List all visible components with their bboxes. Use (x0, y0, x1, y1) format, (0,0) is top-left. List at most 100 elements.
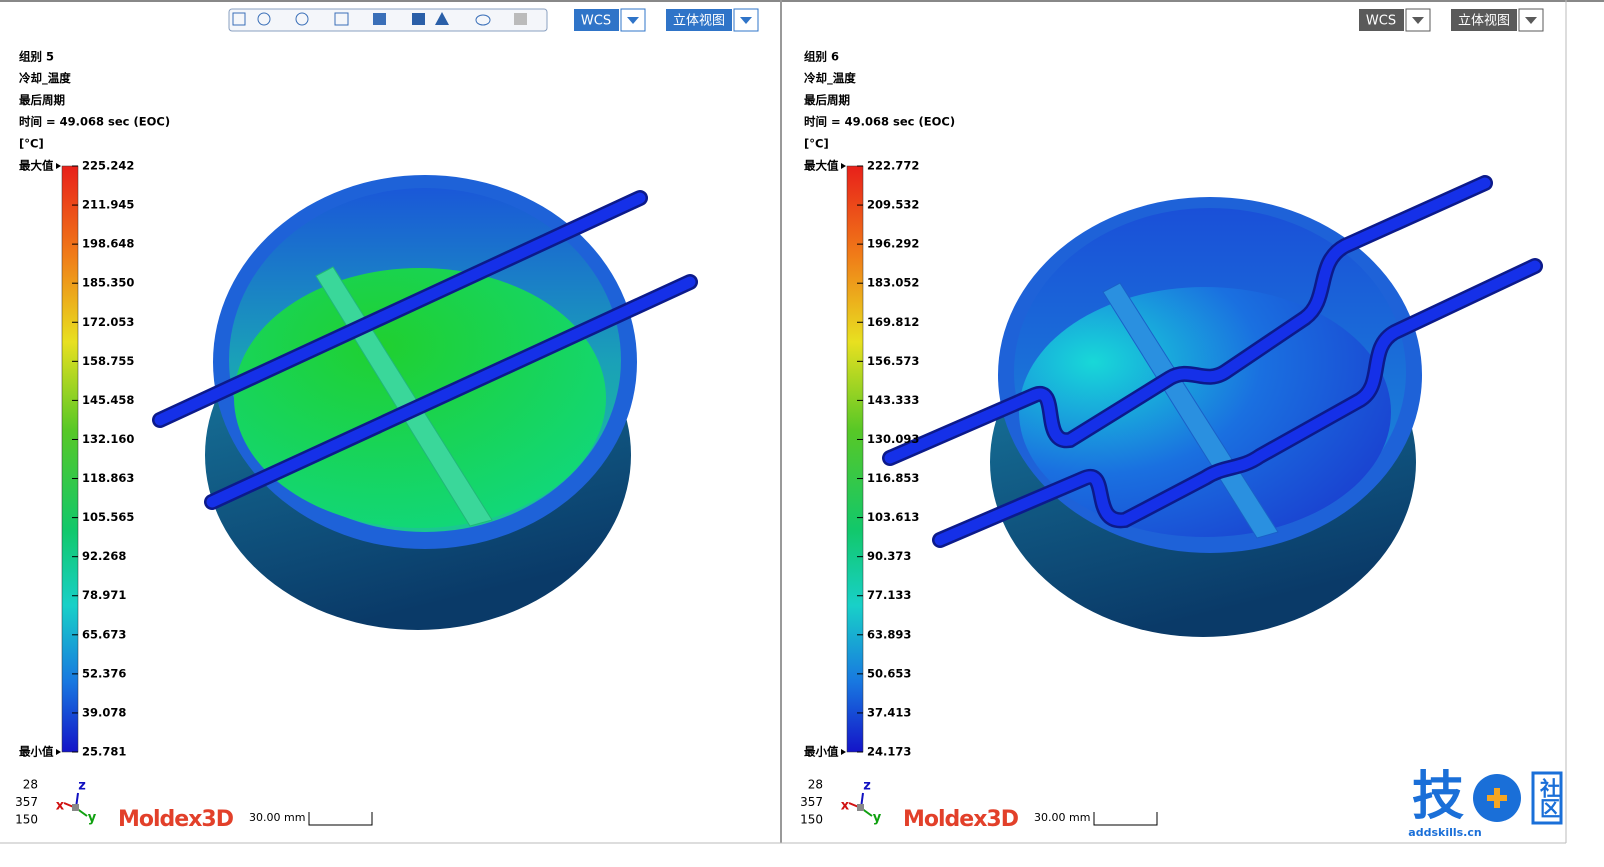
floor (1019, 287, 1391, 537)
color-bar (846, 165, 864, 753)
max-pointer (56, 163, 61, 169)
info-result: 冷却_温度 (804, 71, 856, 86)
legend-value: 156.573 (867, 354, 919, 368)
view-button-bg (666, 9, 732, 31)
watermark: 技 社区 addskills.cn (1408, 767, 1563, 839)
info-group: 组别 5 (19, 50, 54, 64)
legend-value: 209.532 (867, 198, 919, 212)
legend-value: 211.945 (82, 198, 134, 212)
cooling-channel-core (884, 177, 1491, 464)
legend-value: 25.781 (82, 745, 126, 759)
axis-label: y (88, 811, 97, 826)
min-label: 最小值 (19, 745, 54, 759)
legend-value: 78.971 (82, 588, 126, 602)
min-pointer (841, 749, 846, 755)
legend-value: 183.052 (867, 276, 919, 290)
model-view (882, 175, 1543, 637)
axis-label: z (863, 779, 871, 794)
legend-value: 169.812 (867, 315, 919, 329)
legend-value: 52.376 (82, 666, 126, 680)
legend-value: 172.053 (82, 315, 134, 329)
info-cycle: 最后周期 (19, 93, 65, 107)
legend-value: 90.373 (867, 549, 911, 563)
brand-logo: Moldex3D (903, 807, 1019, 832)
info-time: 时间 = 49.068 sec (EOC) (19, 115, 170, 129)
dropdown-arrow (740, 17, 752, 24)
view-angle: 357 (800, 795, 823, 809)
scale-label: 30.00 mm (249, 811, 305, 824)
legend-value: 24.173 (867, 745, 911, 759)
legend-value: 132.160 (82, 432, 134, 446)
legend-value: 222.772 (867, 159, 919, 173)
view-button[interactable]: 立体视图 (673, 14, 725, 29)
legend-value: 65.673 (82, 627, 126, 641)
legend-value: 77.133 (867, 588, 911, 602)
view-angle: 28 (23, 778, 38, 792)
info-time: 时间 = 49.068 sec (EOC) (804, 115, 955, 129)
axis-label: x (841, 799, 850, 814)
min-pointer (56, 749, 61, 755)
legend-value: 145.458 (82, 393, 134, 407)
watermark-badge: 社区 (1537, 777, 1561, 818)
legend-value: 39.078 (82, 705, 126, 719)
legend-value: 92.268 (82, 549, 126, 563)
axis-label: y (873, 811, 882, 826)
toolbar[interactable] (228, 8, 548, 32)
max-label: 最大值 (19, 159, 54, 173)
axis-label: x (56, 799, 65, 814)
max-label: 最大值 (804, 159, 839, 173)
axis-cube (72, 804, 79, 811)
legend-value: 118.863 (82, 471, 134, 485)
info-unit: [°C] (804, 136, 829, 150)
info-group: 组别 6 (804, 50, 839, 64)
info-cycle: 最后周期 (804, 93, 850, 107)
view-angle: 150 (15, 813, 38, 827)
max-pointer (841, 163, 846, 169)
cooling-channel-core (154, 192, 646, 426)
info-unit: [°C] (19, 136, 44, 150)
legend-value: 63.893 (867, 627, 911, 641)
legend-value: 158.755 (82, 354, 134, 368)
scale-label: 30.00 mm (1034, 811, 1090, 824)
view-angle: 28 (808, 778, 823, 792)
axis-label: z (78, 779, 86, 794)
watermark-site: addskills.cn (1408, 826, 1481, 839)
dropdown-arrow (627, 17, 639, 24)
cooling-channel-core (934, 260, 1541, 546)
info-result: 冷却_温度 (19, 71, 71, 86)
min-label: 最小值 (804, 745, 839, 759)
view-angle: 357 (15, 795, 38, 809)
coord-button[interactable]: WCS (581, 14, 611, 29)
coord-button-bg (1359, 9, 1404, 31)
view-angle: 150 (800, 813, 823, 827)
view-button-bg (1451, 9, 1517, 31)
legend-value: 105.565 (82, 510, 134, 524)
brand-logo: Moldex3D (118, 807, 234, 832)
watermark-char: 技 (1412, 767, 1464, 827)
color-bar (61, 165, 79, 753)
legend-value: 143.333 (867, 393, 919, 407)
scale-bar (1093, 812, 1158, 826)
legend-value: 116.853 (867, 471, 919, 485)
coord-button-bg (574, 9, 619, 31)
dropdown-arrow (1412, 17, 1424, 24)
cooling-channel-core (206, 276, 696, 508)
legend-value: 225.242 (82, 159, 134, 173)
legend-value: 185.350 (82, 276, 134, 290)
legend-value: 198.648 (82, 237, 134, 251)
scale-bar (308, 812, 373, 826)
dropdown-arrow (1525, 17, 1537, 24)
coord-button[interactable]: WCS (1366, 14, 1396, 29)
legend-value: 50.653 (867, 666, 911, 680)
legend-value: 103.613 (867, 510, 919, 524)
axis-cube (857, 804, 864, 811)
legend-value: 196.292 (867, 237, 919, 251)
legend-value: 130.093 (867, 432, 919, 446)
legend-value: 37.413 (867, 705, 911, 719)
model-view (152, 175, 698, 630)
view-button[interactable]: 立体视图 (1458, 14, 1510, 29)
